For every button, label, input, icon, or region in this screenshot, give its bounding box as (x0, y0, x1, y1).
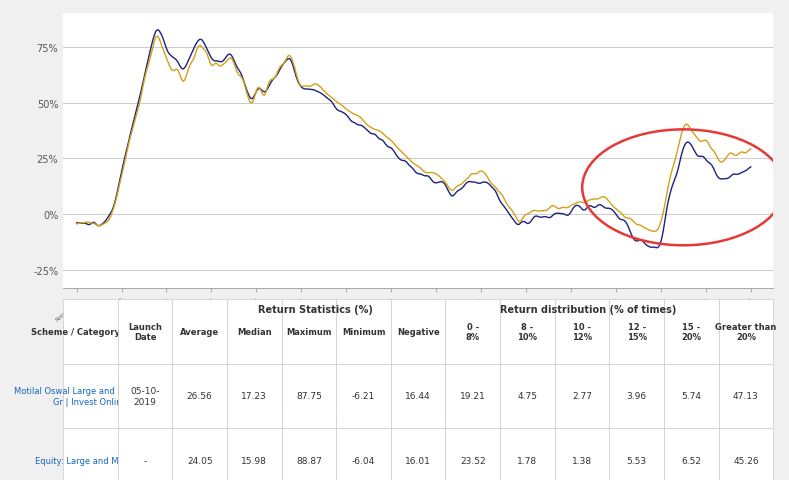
Text: Return Statistics (%): Return Statistics (%) (258, 305, 372, 314)
Legend: Motilal Oswal Large and MidCap Reg Gr, Equity: Large and Mid Cap: Motilal Oswal Large and MidCap Reg Gr, E… (115, 408, 508, 425)
Text: Return distribution (% of times): Return distribution (% of times) (500, 305, 677, 314)
